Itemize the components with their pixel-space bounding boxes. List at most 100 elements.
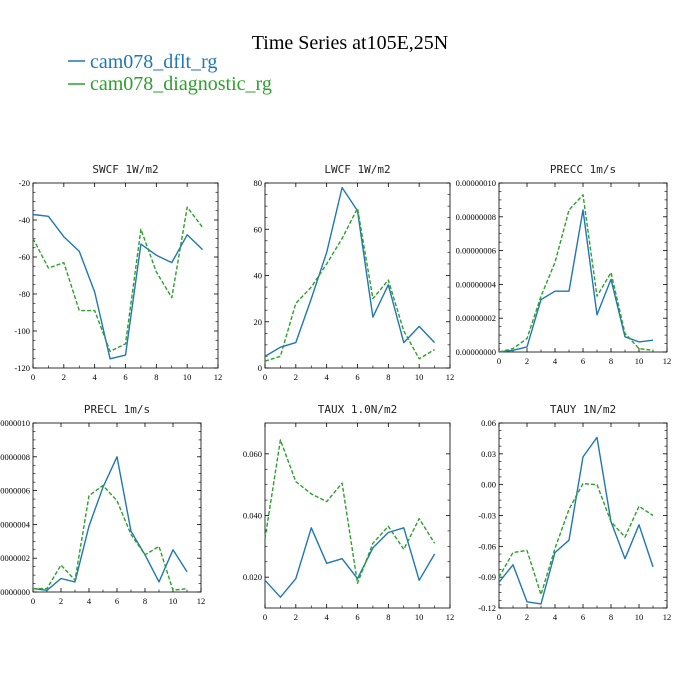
series-line-dflt-precl <box>32 456 188 591</box>
x-tick-label-lwcf: 2 <box>294 372 298 382</box>
series-line-diagnostic-precl <box>33 484 188 591</box>
x-tick-label-precl: 10 <box>169 596 178 606</box>
x-tick-label-tauy: 0 <box>497 612 501 622</box>
y-tick-label-precl: 0.00000002 <box>0 553 30 563</box>
y-tick-label-taux: 0.060 <box>243 449 262 459</box>
chart-lwcf: LWCF 1W/m2 0 2 4 6 8 10 12 0 20 40 60 80 <box>254 163 455 382</box>
x-tick-label-tauy: 4 <box>553 612 558 622</box>
x-tick-label-swcf: 10 <box>183 372 192 382</box>
x-tick-label-swcf: 2 <box>62 372 66 382</box>
y-tick-label-taux: 0.020 <box>243 572 262 582</box>
legend-label-dflt: cam078_dflt_rg <box>90 51 217 73</box>
legend: cam078_dflt_rg cam078_diagnostic_rg <box>68 51 272 95</box>
y-tick-label-tauy: -0.06 <box>478 541 496 551</box>
y-tick-label-precc: 0.00000006 <box>456 246 496 256</box>
x-tick-label-taux: 6 <box>355 612 359 622</box>
y-tick-label-tauy: 0.06 <box>481 418 496 428</box>
x-tick-label-precc: 0 <box>497 356 501 366</box>
y-tick-label-precc: 0.00000004 <box>456 279 497 289</box>
y-tick-label-swcf: -100 <box>14 326 30 336</box>
y-tick-label-precc: 0.00000002 <box>456 313 496 323</box>
panels: SWCF 1W/m2 0 2 4 6 8 10 12 -120 -100 -80 -60 -40 -20 L… <box>0 163 671 622</box>
x-tick-label-tauy: 12 <box>663 612 672 622</box>
x-tick-label-tauy: 6 <box>581 612 585 622</box>
plot-frame-precl <box>32 422 202 593</box>
series-line-dflt-precc <box>498 209 654 353</box>
x-tick-label-swcf: 0 <box>31 372 35 382</box>
x-tick-label-swcf: 12 <box>214 372 223 382</box>
chart-title-swcf: SWCF 1W/m2 <box>92 163 158 176</box>
chart-title-taux: TAUX 1.0N/m2 <box>318 403 397 416</box>
x-tick-label-precl: 0 <box>31 596 35 606</box>
y-tick-label-precl: 0.00000006 <box>0 486 30 496</box>
x-tick-label-taux: 4 <box>325 612 330 622</box>
y-tick-label-lwcf: 0 <box>258 363 262 373</box>
series-line-dflt-taux <box>264 527 436 598</box>
x-tick-label-tauy: 2 <box>525 612 529 622</box>
series-line-diagnostic-lwcf <box>264 207 435 362</box>
chart-precc: PRECC 1m/s 0 2 4 6 8 10 12 0.00000000 0.00000002 0… <box>456 163 672 366</box>
chart-title-lwcf: LWCF 1W/m2 <box>324 163 390 176</box>
series-line-diagnostic-precc <box>498 194 654 353</box>
y-tick-label-tauy: 0.03 <box>481 449 496 459</box>
x-tick-label-swcf: 6 <box>123 372 127 382</box>
x-tick-label-lwcf: 6 <box>355 372 359 382</box>
x-tick-label-precc: 8 <box>609 356 613 366</box>
y-tick-label-taux: 0.040 <box>243 511 262 521</box>
y-tick-label-precc: 0.00000000 <box>456 347 496 357</box>
legend-label-diagnostic: cam078_diagnostic_rg <box>90 73 272 95</box>
x-tick-label-lwcf: 12 <box>446 372 455 382</box>
y-tick-label-tauy: 0.00 <box>481 480 496 490</box>
x-tick-label-lwcf: 10 <box>415 372 424 382</box>
y-tick-label-precc: 0.00000008 <box>456 212 496 222</box>
chart-title-precl: PRECL 1m/s <box>84 403 150 416</box>
x-tick-label-taux: 12 <box>446 612 455 622</box>
x-tick-label-tauy: 10 <box>635 612 644 622</box>
y-tick-label-swcf: -120 <box>14 363 30 373</box>
series-line-dflt-tauy <box>498 436 654 605</box>
x-tick-label-swcf: 4 <box>93 372 98 382</box>
x-tick-label-precc: 12 <box>663 356 672 366</box>
y-tick-label-swcf: -40 <box>19 215 30 225</box>
plot-frame-tauy <box>498 422 668 609</box>
x-tick-label-lwcf: 8 <box>386 372 390 382</box>
plot-frame-precc <box>498 182 668 353</box>
y-tick-label-precl: 0.00000004 <box>0 519 31 529</box>
y-tick-label-precc: 0.00000010 <box>456 178 496 188</box>
x-tick-label-precc: 4 <box>553 356 558 366</box>
x-tick-label-taux: 10 <box>415 612 424 622</box>
chart-title-tauy: TAUY 1N/m2 <box>550 403 616 416</box>
series-line-dflt-lwcf <box>264 186 436 358</box>
y-tick-label-swcf: -80 <box>19 289 30 299</box>
x-tick-label-taux: 2 <box>294 612 298 622</box>
chart-precl: PRECL 1m/s 0 2 4 6 8 10 12 0.00000000 0.00000002 0… <box>0 403 205 606</box>
x-tick-label-precl: 4 <box>87 596 92 606</box>
x-tick-label-taux: 8 <box>386 612 390 622</box>
y-tick-label-tauy: -0.03 <box>478 511 496 521</box>
y-tick-label-lwcf: 80 <box>254 178 263 188</box>
x-tick-label-precc: 2 <box>525 356 529 366</box>
chart-tauy: TAUY 1N/m2 0 2 4 6 8 10 12 -0.12 -0.09 -0.06 -0.03 0… <box>478 403 671 622</box>
series-line-diagnostic-tauy <box>498 482 654 596</box>
x-tick-label-precc: 6 <box>581 356 585 366</box>
x-tick-label-lwcf: 4 <box>325 372 330 382</box>
chart-title-precc: PRECC 1m/s <box>550 163 616 176</box>
x-tick-label-taux: 0 <box>263 612 267 622</box>
series-line-diagnostic-taux <box>264 439 436 584</box>
y-tick-label-precl: 0.00000008 <box>0 452 30 462</box>
x-tick-label-lwcf: 0 <box>263 372 267 382</box>
x-tick-label-precl: 12 <box>197 596 206 606</box>
y-tick-label-lwcf: 60 <box>254 224 263 234</box>
y-tick-label-swcf: -20 <box>19 178 30 188</box>
x-tick-label-precl: 2 <box>59 596 63 606</box>
chart-taux: TAUX 1.0N/m2 0 2 4 6 8 10 12 0.020 0.040 0.060 <box>243 403 454 622</box>
chart-swcf: SWCF 1W/m2 0 2 4 6 8 10 12 -120 -100 -80 -60 -40 -20 <box>14 163 222 382</box>
x-tick-label-precl: 6 <box>115 596 119 606</box>
x-tick-label-precc: 10 <box>635 356 644 366</box>
y-tick-label-tauy: -0.12 <box>478 603 496 613</box>
y-tick-label-lwcf: 20 <box>254 317 263 327</box>
x-tick-label-precl: 8 <box>143 596 147 606</box>
x-tick-label-swcf: 8 <box>154 372 158 382</box>
x-tick-label-tauy: 8 <box>609 612 613 622</box>
